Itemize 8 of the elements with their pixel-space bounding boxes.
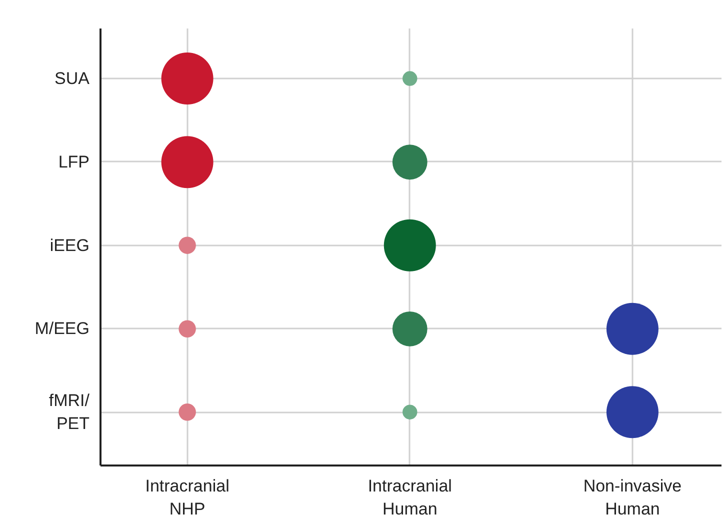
x-tick-label: Intracranial NHP [145,476,230,518]
category-label: fMRI/ PET [48,391,90,434]
category-label: SUA [54,69,90,88]
category-label: M/EEG [34,319,90,338]
x-tick-label: Non-invasive Human [583,476,682,518]
x-tick-label: Intracranial Human [368,476,452,518]
category-label: iEEG [50,236,90,255]
category-label: LFP [58,152,90,172]
